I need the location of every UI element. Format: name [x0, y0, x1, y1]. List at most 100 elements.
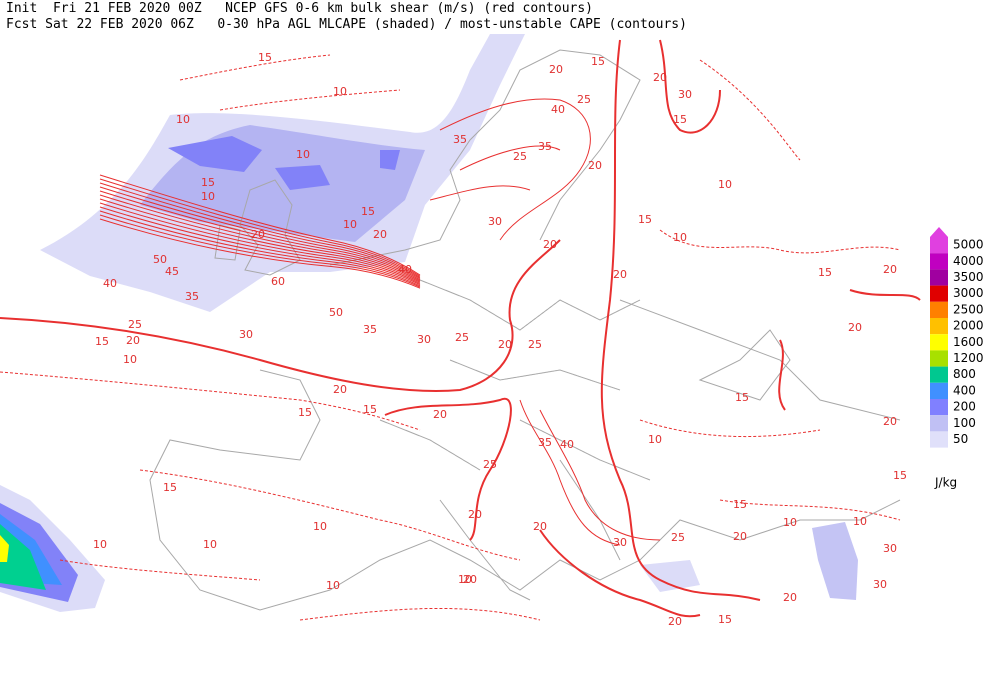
contour-label: 25: [455, 331, 469, 344]
contour-label: 15: [893, 469, 907, 482]
legend-swatch: [930, 318, 948, 335]
contour-label: 20: [433, 408, 447, 421]
contour-label: 15: [258, 51, 272, 64]
contour-label: 10: [343, 218, 357, 231]
legend-unit: J/kg: [934, 476, 957, 490]
legend-swatch: [930, 237, 948, 254]
contour-label: 50: [153, 253, 167, 266]
legend-swatch: [930, 382, 948, 399]
contour-label: 25: [528, 338, 542, 351]
legend-label: 3500: [953, 270, 984, 284]
legend-swatch: [930, 253, 948, 270]
contour-label: 35: [453, 133, 467, 146]
header-line: Init Fri 21 FEB 2020 00Z NCEP GFS 0-6 km…: [6, 1, 593, 16]
legend-label: 4000: [953, 254, 984, 268]
contour: [0, 239, 561, 392]
contour: [384, 397, 512, 541]
contour-label: 35: [363, 323, 377, 336]
contour-label: 10: [333, 85, 347, 98]
contour-label: 15: [298, 406, 312, 419]
contour: [99, 198, 421, 283]
contour-label: 15: [735, 391, 749, 404]
contour: [99, 186, 421, 280]
contour-labels: 1510101015102050454035252015103060503530…: [93, 51, 907, 628]
contour-label: 20: [613, 268, 627, 281]
contour: [99, 214, 421, 288]
coastline: [214, 224, 241, 261]
contour-label: 10: [176, 113, 190, 126]
contour-label: 15: [591, 55, 605, 68]
contour-label: 15: [638, 213, 652, 226]
contour-label: 20: [883, 263, 897, 276]
contour-label: 10: [783, 516, 797, 529]
contour-label: 40: [551, 103, 565, 116]
contour-label: 30: [873, 578, 887, 591]
contour-label: 30: [239, 328, 253, 341]
contour: [99, 178, 421, 277]
contour-label: 20: [468, 508, 482, 521]
legend-label: 1600: [953, 335, 984, 349]
contour-label: 20: [783, 591, 797, 604]
contour-label: 20: [549, 63, 563, 76]
legend-label: 100: [953, 416, 976, 430]
contour: [519, 399, 661, 546]
contour: [639, 59, 901, 521]
contour-label: 10: [648, 433, 662, 446]
contour: [99, 194, 421, 282]
contour-label: 20: [333, 383, 347, 396]
contour-label: 20: [498, 338, 512, 351]
legend-swatch: [930, 285, 948, 302]
legend-label: 50: [953, 432, 968, 446]
contour-label: 10: [313, 520, 327, 533]
contour-label: 20: [883, 415, 897, 428]
contour-label: 20: [653, 71, 667, 84]
contour: [0, 371, 521, 561]
contour-label: 20: [733, 530, 747, 543]
contour-label: 25: [577, 93, 591, 106]
cape-shade: [640, 560, 700, 592]
cape-shade: [168, 136, 400, 190]
contour-label: 40: [398, 263, 412, 276]
contour-label: 60: [271, 275, 285, 288]
legend-label: 400: [953, 383, 976, 397]
legend-label: 800: [953, 367, 976, 381]
contour-label: 40: [560, 438, 574, 451]
legend-swatch: [930, 431, 948, 448]
contour-label: 20: [463, 573, 477, 586]
contour-label: 25: [483, 458, 497, 471]
legend-label: 2000: [953, 319, 984, 333]
contour-label: 20: [251, 228, 265, 241]
contour-label: 25: [513, 150, 527, 163]
legend-label: 1200: [953, 351, 984, 365]
cape-shade: [0, 535, 9, 562]
contour-label: 15: [363, 403, 377, 416]
contour: [99, 210, 421, 287]
coastline: [149, 369, 901, 611]
coastline: [239, 179, 301, 276]
contour-label: 10: [326, 579, 340, 592]
legend-swatch: [930, 350, 948, 367]
contour: [99, 206, 421, 286]
contour: [659, 39, 786, 411]
contour-label: 30: [488, 215, 502, 228]
contour-label: 25: [671, 531, 685, 544]
legend-swatch: [930, 334, 948, 351]
contour-label: 15: [201, 176, 215, 189]
contour-label: 20: [543, 238, 557, 251]
cape-shade: [812, 522, 858, 600]
contour-label: 15: [818, 266, 832, 279]
contour-label: 20: [588, 159, 602, 172]
legend-swatch: [930, 415, 948, 432]
contour-label: 15: [733, 498, 747, 511]
contour-label: 20: [373, 228, 387, 241]
contour-label: 10: [853, 515, 867, 528]
contour-label: 15: [361, 205, 375, 218]
contour-label: 35: [185, 290, 199, 303]
contour-label: 20: [848, 321, 862, 334]
contour: [99, 190, 421, 281]
contour: [429, 98, 591, 241]
contour-label: 35: [538, 436, 552, 449]
cape-shade: [0, 524, 46, 590]
header-line: Fcst Sat 22 FEB 2020 06Z 0-30 hPa AGL ML…: [6, 17, 687, 32]
